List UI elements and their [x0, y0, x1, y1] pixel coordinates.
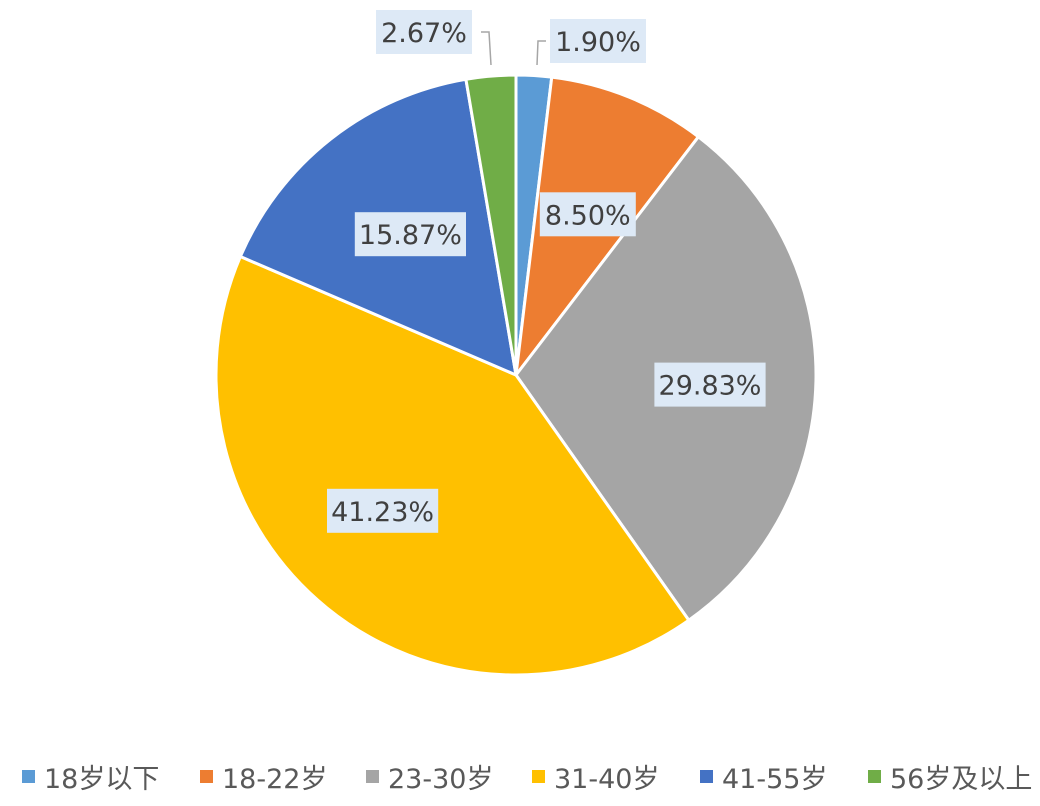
pie-slice-56-plus [464, 73, 518, 377]
legend-swatch-41-55 [700, 770, 713, 783]
data-label-41-55: 15.87% [359, 220, 462, 251]
data-label-box-23-30 [654, 362, 766, 407]
legend-swatch-18-22 [200, 770, 213, 783]
legend-label-31-40: 31-40岁 [554, 764, 659, 795]
legend-label-18-22: 18-22岁 [222, 764, 327, 795]
legend-swatch-56-plus [868, 770, 881, 783]
data-label-18-22: 8.50% [545, 200, 631, 231]
legend-swatch-31-40 [532, 770, 545, 783]
legend-label-23-30: 23-30岁 [388, 764, 493, 795]
data-label-box-31-40 [327, 488, 439, 533]
pie-slice-31-40 [214, 255, 691, 677]
legend-swatch-23-30 [366, 770, 379, 783]
legend: 18岁以下 18-22岁 23-30岁 31-40岁 41-55岁 56岁及以上 [22, 764, 1032, 795]
data-label-under-18: 1.90% [555, 27, 641, 58]
data-label-31-40: 41.23% [331, 497, 434, 528]
data-label-23-30: 29.83% [659, 371, 762, 402]
leader-line-under-18 [536, 40, 546, 66]
legend-label-56-plus: 56岁及以上 [890, 764, 1032, 795]
data-label-56-plus: 2.67% [381, 18, 467, 49]
legend-swatch-under-18 [22, 770, 35, 783]
data-label-box-41-55 [354, 212, 466, 257]
data-label-box-56-plus [376, 10, 472, 54]
legend-label-under-18: 18岁以下 [44, 764, 159, 795]
data-label-box-under-18 [550, 19, 646, 63]
data-labels: 1.90% 8.50% 29.83% 41.23% 15.87% 2.67% [327, 10, 766, 533]
legend-label-41-55: 41-55岁 [722, 764, 827, 795]
leader-line-56-plus [481, 31, 492, 66]
data-label-box-18-22 [539, 192, 636, 237]
